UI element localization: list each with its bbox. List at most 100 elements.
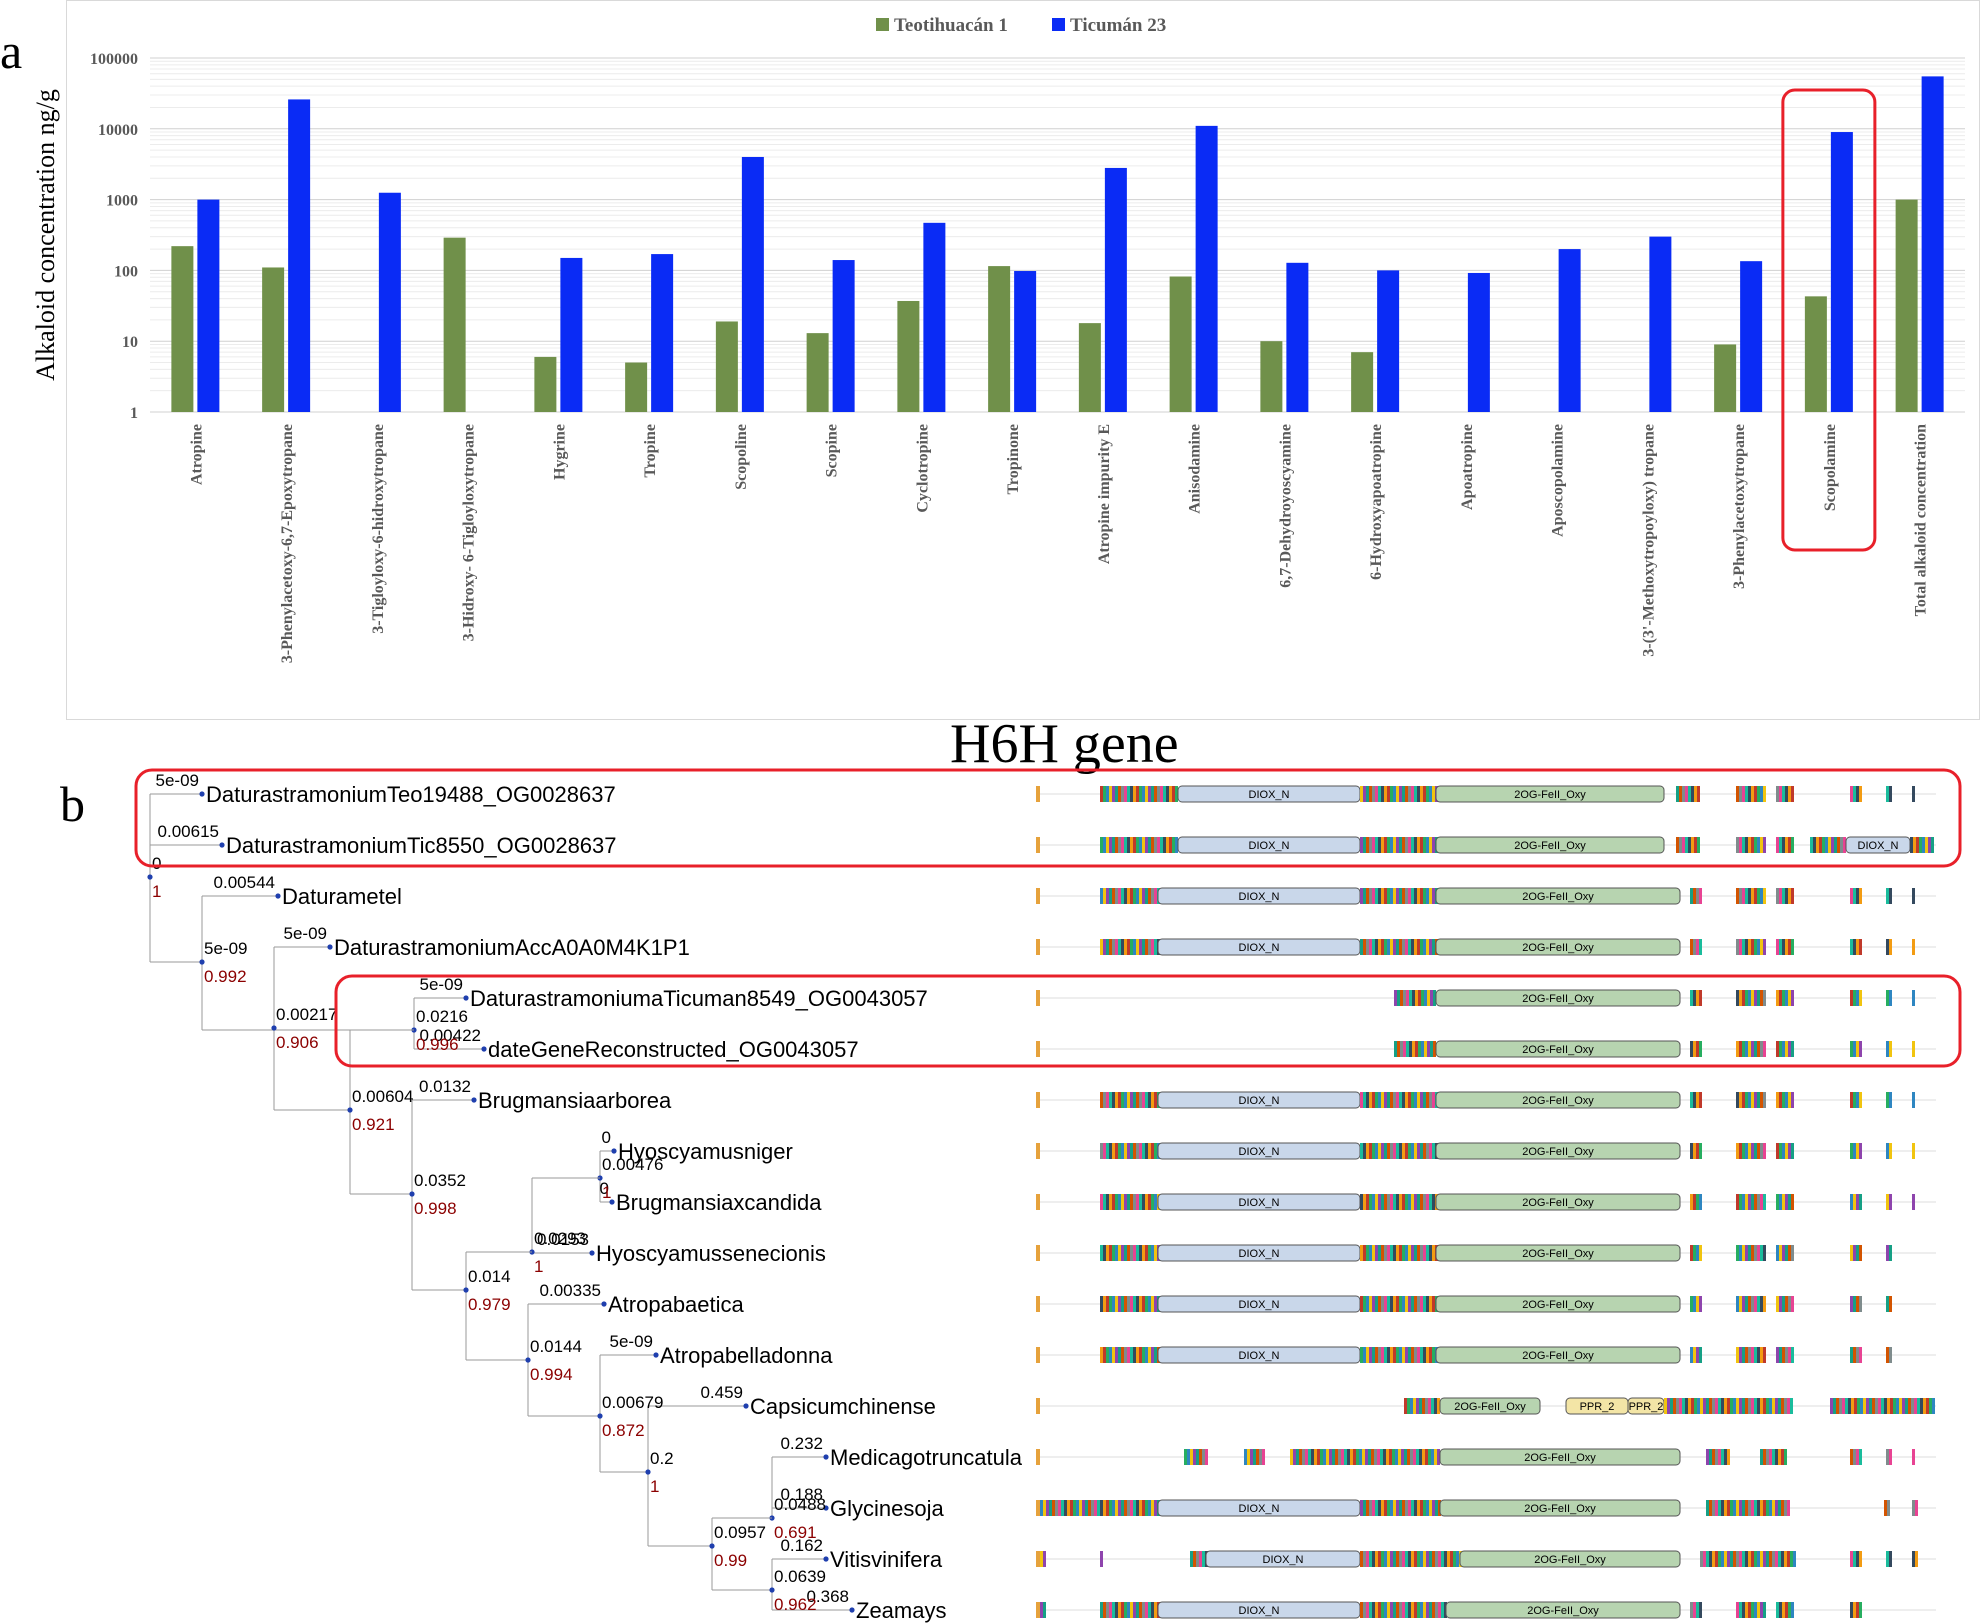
domain-residue-stripe (1332, 1449, 1335, 1465)
domain-residue-stripe (1776, 1347, 1779, 1363)
bar-ticuman (923, 222, 946, 412)
domain-residue-stripe (1819, 837, 1822, 853)
domain-residue-stripe (1363, 888, 1366, 904)
domain-residue-stripe (1884, 1398, 1887, 1414)
domain-residue-stripe (1142, 1143, 1145, 1159)
domain-residue-stripe (1724, 1449, 1727, 1465)
domain-residue-stripe (1751, 837, 1754, 853)
domain-residue-stripe (1763, 888, 1766, 904)
domain-residue-stripe (1405, 1194, 1408, 1210)
domain-residue-stripe (1133, 888, 1136, 904)
domain-residue-stripe (1404, 1398, 1407, 1414)
domain-residue-stripe (1429, 1092, 1432, 1108)
domain-residue-stripe (1785, 1347, 1788, 1363)
domain-residue-stripe (1432, 1143, 1435, 1159)
domain-residue-stripe (1859, 1347, 1862, 1363)
domain-residue-stripe (1751, 939, 1754, 955)
domain-residue-stripe (1374, 1449, 1377, 1465)
domain-residue-stripe (1693, 888, 1696, 904)
domain-residue-stripe (1776, 1041, 1779, 1057)
domain-residue-stripe (1813, 837, 1816, 853)
domain-residue-stripe (1788, 837, 1791, 853)
domain-residue-stripe (1387, 1500, 1390, 1516)
domain-residue-stripe (1411, 1551, 1414, 1567)
domain-residue-stripe (1375, 1296, 1378, 1312)
domain-residue-stripe (1736, 888, 1739, 904)
domain-residue-stripe (1360, 939, 1363, 955)
domain-residue-stripe (1751, 1143, 1754, 1159)
domain-residue-stripe (1118, 1602, 1121, 1618)
domain-residue-stripe (1127, 1194, 1130, 1210)
domain-residue-stripe (1362, 1449, 1365, 1465)
protein-domain-box (1435, 1040, 1681, 1058)
domain-residue-stripe (1335, 1449, 1338, 1465)
domain-residue-stripe (1363, 837, 1366, 853)
domain-residue-stripe (1782, 990, 1785, 1006)
domain-residue-stripe (1751, 1500, 1754, 1516)
domain-residue-stripe (1751, 1092, 1754, 1108)
domain-residue-stripe (1782, 1296, 1785, 1312)
domain-residue-stripe (1450, 1551, 1453, 1567)
domain-residue-stripe (1366, 888, 1369, 904)
domain-residue-stripe (1036, 1041, 1040, 1057)
domain-residue-stripe (1736, 1245, 1739, 1261)
domain-residue-stripe (1766, 1449, 1769, 1465)
domain-residue-stripe (1381, 1194, 1384, 1210)
domain-residue-stripe (1112, 1500, 1115, 1516)
domain-residue-stripe (1700, 1398, 1703, 1414)
domain-residue-stripe (1420, 888, 1423, 904)
domain-residue-stripe (1432, 888, 1435, 904)
domain-residue-stripe (1112, 1602, 1115, 1618)
domain-residue-stripe (1745, 786, 1748, 802)
domain-residue-stripe (1160, 786, 1163, 802)
domain-residue-stripe (1142, 1194, 1145, 1210)
domain-residue-stripe (1405, 1092, 1408, 1108)
leaf-branch-length: 5e-09 (610, 1332, 653, 1351)
domain-residue-stripe (1154, 1245, 1157, 1261)
domain-residue-stripe (1739, 1041, 1742, 1057)
domain-residue-stripe (1453, 1551, 1456, 1567)
domain-residue-stripe (1387, 939, 1390, 955)
domain-residue-stripe (1426, 786, 1429, 802)
domain-residue-stripe (1154, 1602, 1157, 1618)
domain-residue-stripe (1121, 1194, 1124, 1210)
domain-residue-stripe (1427, 990, 1430, 1006)
node-branch-length: 0.0293 (534, 1229, 586, 1248)
domain-residue-stripe (1779, 888, 1782, 904)
domain-residue-stripe (1751, 1398, 1754, 1414)
domain-residue-stripe (1434, 1398, 1437, 1414)
domain-residue-stripe (1429, 1245, 1432, 1261)
domain-residue-stripe (1760, 837, 1763, 853)
domain-residue-stripe (1739, 939, 1742, 955)
domain-residue-stripe (1136, 1296, 1139, 1312)
protein-domain-box (1439, 1448, 1681, 1466)
leaf-branch-length: 0.188 (780, 1485, 823, 1504)
domain-residue-stripe (1133, 1194, 1136, 1210)
domain-residue-stripe (1420, 1296, 1423, 1312)
domain-residue-stripe (1859, 1041, 1862, 1057)
domain-residue-stripe (1884, 1500, 1887, 1516)
domain-residue-stripe (1435, 1500, 1438, 1516)
domain-residue-stripe (1856, 1041, 1859, 1057)
domain-residue-stripe (1850, 1143, 1853, 1159)
domain-residue-stripe (1118, 1143, 1121, 1159)
domain-residue-stripe (1118, 1092, 1121, 1108)
domain-residue-stripe (1408, 1602, 1411, 1618)
domain-residue-stripe (1887, 1500, 1890, 1516)
domain-residue-stripe (1103, 837, 1106, 853)
domain-residue-stripe (1175, 837, 1178, 853)
domain-residue-stripe (1850, 1194, 1853, 1210)
domain-residue-stripe (1842, 1398, 1845, 1414)
domain-residue-stripe (1407, 1449, 1410, 1465)
domain-residue-stripe (1136, 888, 1139, 904)
domain-residue-stripe (1784, 1500, 1787, 1516)
protein-domain-label: 2OG-FeII_Oxy (1524, 1503, 1596, 1515)
domain-residue-stripe (1124, 888, 1127, 904)
node-branch-length: 0.00217 (276, 1005, 337, 1024)
domain-residue-stripe (1154, 837, 1157, 853)
domain-residue-stripe (1130, 1092, 1133, 1108)
leaf-branch-length: 0.232 (780, 1434, 823, 1453)
domain-residue-stripe (1142, 939, 1145, 955)
node-branch-length: 0.00679 (602, 1393, 663, 1412)
domain-residue-stripe (1423, 1245, 1426, 1261)
